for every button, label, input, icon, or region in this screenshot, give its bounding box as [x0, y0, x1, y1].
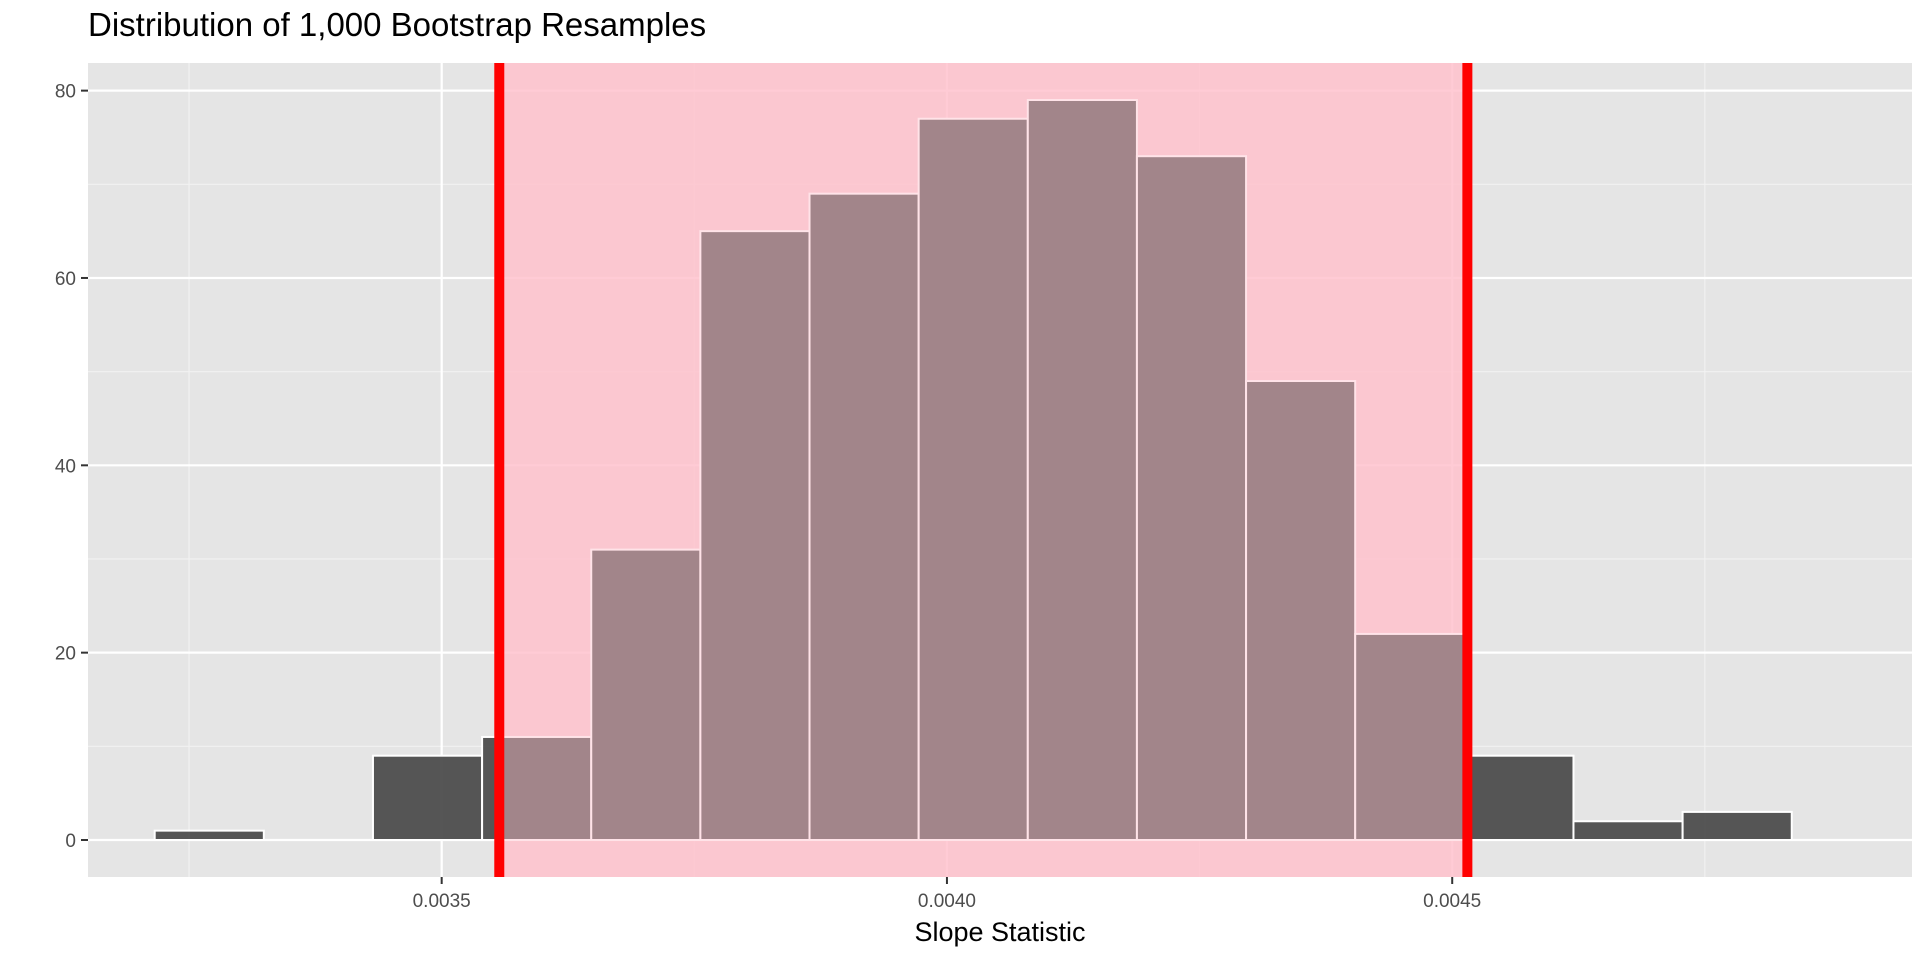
histogram-bar: [1681, 810, 1793, 842]
x-tick-label: 0.0035: [413, 891, 471, 912]
x-tick-label: 0.0040: [918, 891, 976, 912]
histogram-bar: [1463, 754, 1575, 842]
y-tick-label: 20: [55, 644, 76, 665]
histogram-bar: [1354, 632, 1466, 842]
histogram-bar: [153, 829, 265, 842]
histogram-bar: [1026, 99, 1138, 841]
histogram-bar: [917, 117, 1029, 841]
y-tick-label: 60: [55, 269, 76, 290]
y-tick-label: 80: [55, 82, 76, 103]
x-tick-label: 0.0045: [1423, 891, 1481, 912]
histogram-bar: [699, 230, 811, 842]
histogram-bar: [371, 754, 484, 842]
histogram-bar: [1572, 820, 1684, 841]
histogram-bar: [808, 192, 920, 841]
y-tick-label: 40: [55, 456, 76, 477]
histogram-bar: [1245, 380, 1357, 841]
x-axis-title: Slope Statistic: [914, 917, 1085, 947]
chart-title: Distribution of 1,000 Bootstrap Resample…: [88, 6, 707, 43]
histogram-bar: [1135, 155, 1248, 842]
x-tick-labels: 0.0035 0.0040 0.0045: [413, 891, 1482, 912]
y-tick-labels: 0 20 40 60 80: [55, 82, 76, 852]
histogram-bar: [590, 548, 702, 841]
axis-ticks: [81, 89, 1454, 884]
y-tick-label: 0: [65, 831, 76, 852]
